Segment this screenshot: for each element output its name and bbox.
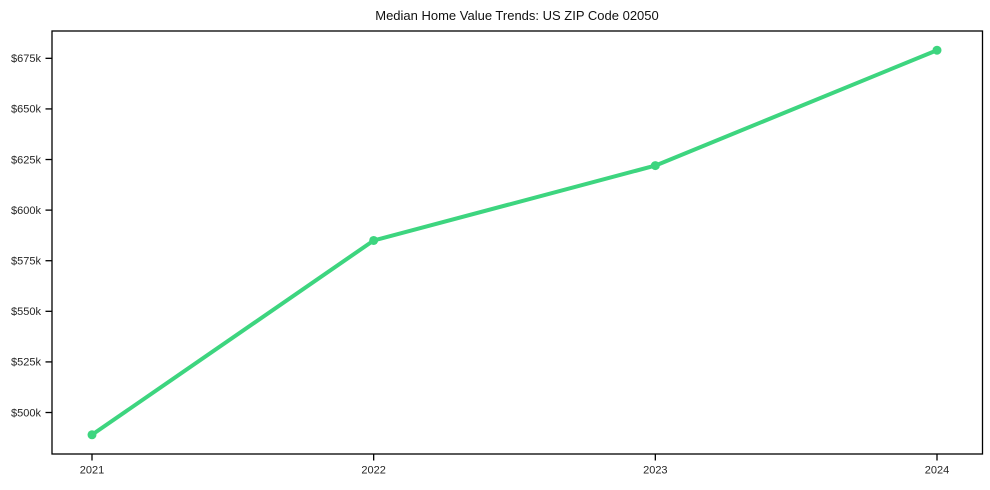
x-axis-tick-label: 2022 xyxy=(361,465,385,477)
y-axis-tick-label: $525k xyxy=(11,357,41,369)
data-point-marker xyxy=(650,161,660,171)
y-axis-tick-label: $650k xyxy=(11,104,41,116)
y-axis-tick-label: $675k xyxy=(11,53,41,65)
data-point-marker xyxy=(932,45,942,55)
y-axis-tick-label: $600k xyxy=(11,205,41,217)
trend-line-series xyxy=(90,48,939,437)
y-axis-tick-label: $500k xyxy=(11,407,41,419)
x-axis-tick-label: 2023 xyxy=(643,465,667,477)
x-axis-tick-label: 2024 xyxy=(925,465,949,477)
x-axis-tick-label: 2021 xyxy=(80,465,104,477)
chart-title: Median Home Value Trends: US ZIP Code 02… xyxy=(375,8,659,23)
y-axis-tick-label: $625k xyxy=(11,154,41,166)
data-point-marker xyxy=(369,235,379,245)
y-axis-tick-label: $575k xyxy=(11,256,41,268)
y-axis-tick-label: $550k xyxy=(11,306,41,318)
plot-border xyxy=(51,30,984,455)
data-point-marker xyxy=(87,430,97,440)
